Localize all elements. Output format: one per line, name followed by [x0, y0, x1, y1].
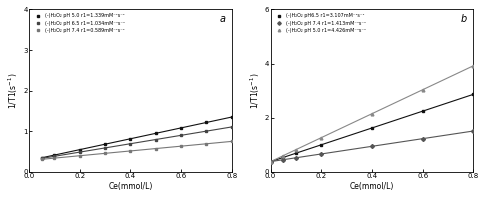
- (-)⁠H₂O₂ pH 7.4 r1=1.413mM⁻¹s⁻¹: [470, 130, 476, 132]
- (-)⁠H₂O₂ pH6.5 r1=3.107mM⁻¹s⁻¹: [470, 93, 476, 95]
- (-)⁠H₂O₂ pH 7.4 r1=0.589mM⁻¹s⁻¹: [153, 147, 159, 150]
- (-)⁠H₂O₂ pH 7.4 r1=0.589mM⁻¹s⁻¹: [127, 150, 133, 152]
- (-)⁠H₂O₂ pH 5.0 r1=1.339mM⁻¹s⁻¹: [178, 127, 184, 129]
- Y-axis label: 1/T1(s$^{-1}$): 1/T1(s$^{-1}$): [7, 72, 20, 109]
- Line: (-)⁠H₂O₂ pH 7.4 r1=0.589mM⁻¹s⁻¹: (-)⁠H₂O₂ pH 7.4 r1=0.589mM⁻¹s⁻¹: [40, 140, 233, 161]
- (-)⁠H₂O₂ pH 5.0 r1=1.339mM⁻¹s⁻¹: [39, 157, 45, 159]
- (-)⁠H₂O₂ pH 7.4 r1=0.589mM⁻¹s⁻¹: [52, 157, 57, 159]
- (-)⁠H₂O₂ pH 7.4 r1=0.589mM⁻¹s⁻¹: [77, 155, 83, 157]
- (-)⁠H₂O₂ pH 7.4 r1=1.413mM⁻¹s⁻¹: [369, 145, 375, 148]
- (-)⁠H₂O₂ pH 5.0 r1=1.339mM⁻¹s⁻¹: [77, 148, 83, 151]
- (-)⁠H₂O₂ pH 5.0 r1=1.339mM⁻¹s⁻¹: [153, 132, 159, 134]
- Line: (-)⁠H₂O₂ pH 7.4 r1=1.413mM⁻¹s⁻¹: (-)⁠H₂O₂ pH 7.4 r1=1.413mM⁻¹s⁻¹: [269, 130, 475, 163]
- Text: a: a: [220, 14, 226, 24]
- (-)⁠H₂O₂ pH 7.4 r1=1.413mM⁻¹s⁻¹: [420, 137, 426, 140]
- (-)⁠H₂O₂ pH 7.4 r1=1.413mM⁻¹s⁻¹: [280, 159, 286, 161]
- (-)⁠H₂O₂ pH 5.0 r1=1.339mM⁻¹s⁻¹: [127, 138, 133, 140]
- (-)⁠H₂O₂ pH 5.0 r1=1.339mM⁻¹s⁻¹: [229, 116, 235, 118]
- (-)⁠H₂O₂ pH 7.4 r1=1.413mM⁻¹s⁻¹: [318, 153, 324, 155]
- X-axis label: Ce(mmol/L): Ce(mmol/L): [108, 182, 153, 191]
- (-)⁠H₂O₂ pH 7.4 r1=0.589mM⁻¹s⁻¹: [204, 143, 209, 145]
- (-)⁠H₂O₂ pH 5.0 r1=4.426mM⁻¹s⁻¹: [318, 136, 324, 139]
- Line: (-)⁠H₂O₂ pH 6.5 r1=1.034mM⁻¹s⁻¹: (-)⁠H₂O₂ pH 6.5 r1=1.034mM⁻¹s⁻¹: [40, 126, 233, 160]
- (-)⁠H₂O₂ pH 6.5 r1=1.034mM⁻¹s⁻¹: [52, 155, 57, 157]
- (-)⁠H₂O₂ pH6.5 r1=3.107mM⁻¹s⁻¹: [318, 144, 324, 146]
- (-)⁠H₂O₂ pH 7.4 r1=1.413mM⁻¹s⁻¹: [293, 157, 299, 159]
- (-)⁠H₂O₂ pH 6.5 r1=1.034mM⁻¹s⁻¹: [77, 151, 83, 153]
- (-)⁠H₂O₂ pH 6.5 r1=1.034mM⁻¹s⁻¹: [102, 147, 108, 149]
- (-)⁠H₂O₂ pH 7.4 r1=0.589mM⁻¹s⁻¹: [178, 145, 184, 147]
- (-)⁠H₂O₂ pH6.5 r1=3.107mM⁻¹s⁻¹: [420, 110, 426, 112]
- X-axis label: Ce(mmol/L): Ce(mmol/L): [350, 182, 394, 191]
- (-)⁠H₂O₂ pH 5.0 r1=1.339mM⁻¹s⁻¹: [52, 154, 57, 156]
- Y-axis label: 1/T1(s$^{-1}$): 1/T1(s$^{-1}$): [248, 72, 262, 109]
- (-)⁠H₂O₂ pH 7.4 r1=0.589mM⁻¹s⁻¹: [39, 158, 45, 161]
- (-)⁠H₂O₂ pH 5.0 r1=4.426mM⁻¹s⁻¹: [280, 154, 286, 157]
- (-)⁠H₂O₂ pH 5.0 r1=4.426mM⁻¹s⁻¹: [293, 148, 299, 151]
- Line: (-)⁠H₂O₂ pH6.5 r1=3.107mM⁻¹s⁻¹: (-)⁠H₂O₂ pH6.5 r1=3.107mM⁻¹s⁻¹: [269, 93, 475, 163]
- (-)⁠H₂O₂ pH 5.0 r1=4.426mM⁻¹s⁻¹: [470, 65, 476, 67]
- Legend: (-)⁠H₂O₂ pH 5.0 r1=1.339mM⁻¹s⁻¹, (-)⁠H₂O₂ pH 6.5 r1=1.034mM⁻¹s⁻¹, (-)⁠H₂O₂ pH 7.: (-)⁠H₂O₂ pH 5.0 r1=1.339mM⁻¹s⁻¹, (-)⁠H₂O…: [32, 12, 126, 35]
- Line: (-)⁠H₂O₂ pH 5.0 r1=4.426mM⁻¹s⁻¹: (-)⁠H₂O₂ pH 5.0 r1=4.426mM⁻¹s⁻¹: [269, 64, 475, 163]
- (-)⁠H₂O₂ pH 6.5 r1=1.034mM⁻¹s⁻¹: [178, 134, 184, 136]
- (-)⁠H₂O₂ pH 6.5 r1=1.034mM⁻¹s⁻¹: [229, 126, 235, 128]
- (-)⁠H₂O₂ pH 6.5 r1=1.034mM⁻¹s⁻¹: [39, 157, 45, 160]
- (-)⁠H₂O₂ pH 7.4 r1=0.589mM⁻¹s⁻¹: [229, 140, 235, 143]
- (-)⁠H₂O₂ pH 5.0 r1=1.339mM⁻¹s⁻¹: [102, 143, 108, 145]
- (-)⁠H₂O₂ pH 7.4 r1=0.589mM⁻¹s⁻¹: [102, 152, 108, 154]
- (-)⁠H₂O₂ pH 6.5 r1=1.034mM⁻¹s⁻¹: [153, 138, 159, 141]
- Legend: (-)⁠H₂O₂ pH6.5 r1=3.107mM⁻¹s⁻¹, (-)⁠H₂O₂ pH 7.4 r1=1.413mM⁻¹s⁻¹, (-)⁠H₂O₂ pH 5.0: (-)⁠H₂O₂ pH6.5 r1=3.107mM⁻¹s⁻¹, (-)⁠H₂O₂…: [273, 12, 367, 35]
- (-)⁠H₂O₂ pH 5.0 r1=4.426mM⁻¹s⁻¹: [369, 112, 375, 115]
- (-)⁠H₂O₂ pH 7.4 r1=1.413mM⁻¹s⁻¹: [268, 160, 274, 163]
- Line: (-)⁠H₂O₂ pH 5.0 r1=1.339mM⁻¹s⁻¹: (-)⁠H₂O₂ pH 5.0 r1=1.339mM⁻¹s⁻¹: [40, 116, 233, 159]
- (-)⁠H₂O₂ pH 5.0 r1=4.426mM⁻¹s⁻¹: [420, 89, 426, 91]
- (-)⁠H₂O₂ pH 5.0 r1=4.426mM⁻¹s⁻¹: [268, 160, 274, 163]
- (-)⁠H₂O₂ pH 5.0 r1=1.339mM⁻¹s⁻¹: [204, 121, 209, 124]
- (-)⁠H₂O₂ pH6.5 r1=3.107mM⁻¹s⁻¹: [293, 152, 299, 154]
- Text: b: b: [461, 14, 468, 24]
- (-)⁠H₂O₂ pH6.5 r1=3.107mM⁻¹s⁻¹: [268, 160, 274, 163]
- (-)⁠H₂O₂ pH 6.5 r1=1.034mM⁻¹s⁻¹: [204, 130, 209, 132]
- (-)⁠H₂O₂ pH6.5 r1=3.107mM⁻¹s⁻¹: [369, 127, 375, 129]
- (-)⁠H₂O₂ pH6.5 r1=3.107mM⁻¹s⁻¹: [280, 156, 286, 159]
- (-)⁠H₂O₂ pH 6.5 r1=1.034mM⁻¹s⁻¹: [127, 143, 133, 145]
